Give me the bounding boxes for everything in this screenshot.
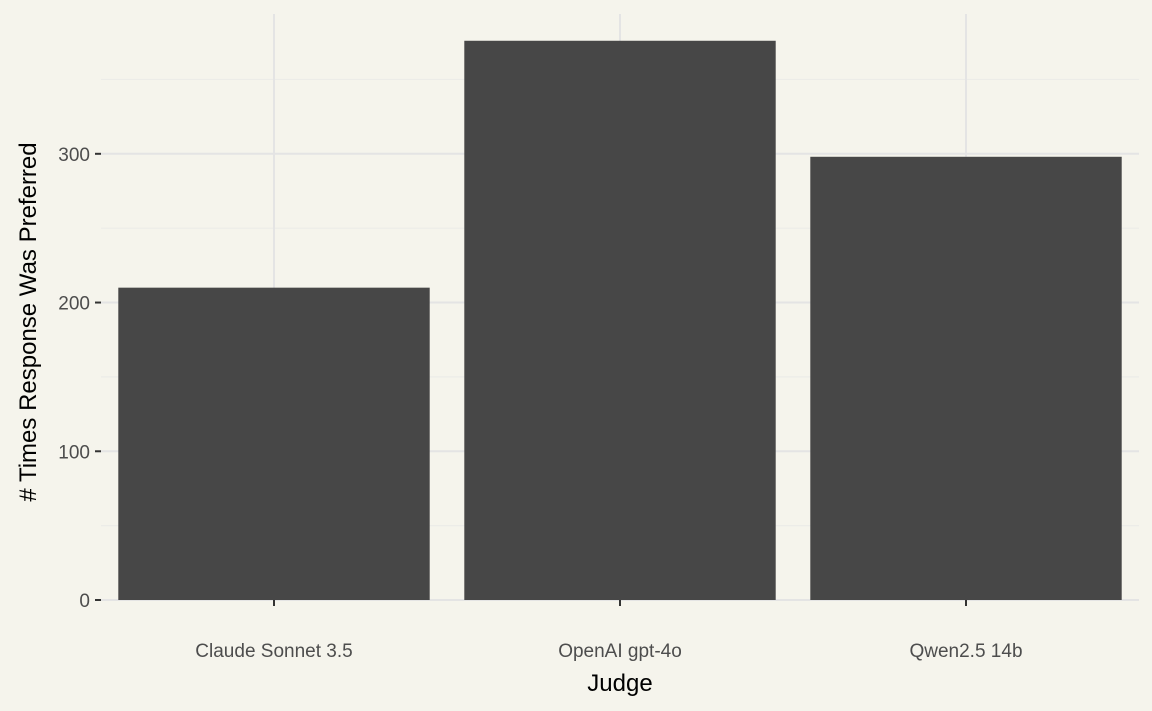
x-tick-label: OpenAI gpt-4o [558,641,682,662]
x-tick-label: Qwen2.5 14b [909,641,1022,662]
bar-3 [810,156,1122,600]
bar-1 [118,287,430,600]
y-tick-label: 0 [79,591,90,612]
x-tick-label: Claude Sonnet 3.5 [195,641,352,662]
x-axis-title: Judge [587,670,652,697]
bar-2 [464,40,776,601]
bars [118,40,1122,601]
y-tick-label: 300 [58,145,90,166]
y-tick-label: 200 [58,294,90,315]
y-axis-title: # Times Response Was Preferred [15,142,42,501]
axes: 0 100 200 300 Claude Sonnet 3.5 OpenAI gpt-4o… [58,145,1022,662]
y-tick-label: 100 [58,442,90,463]
